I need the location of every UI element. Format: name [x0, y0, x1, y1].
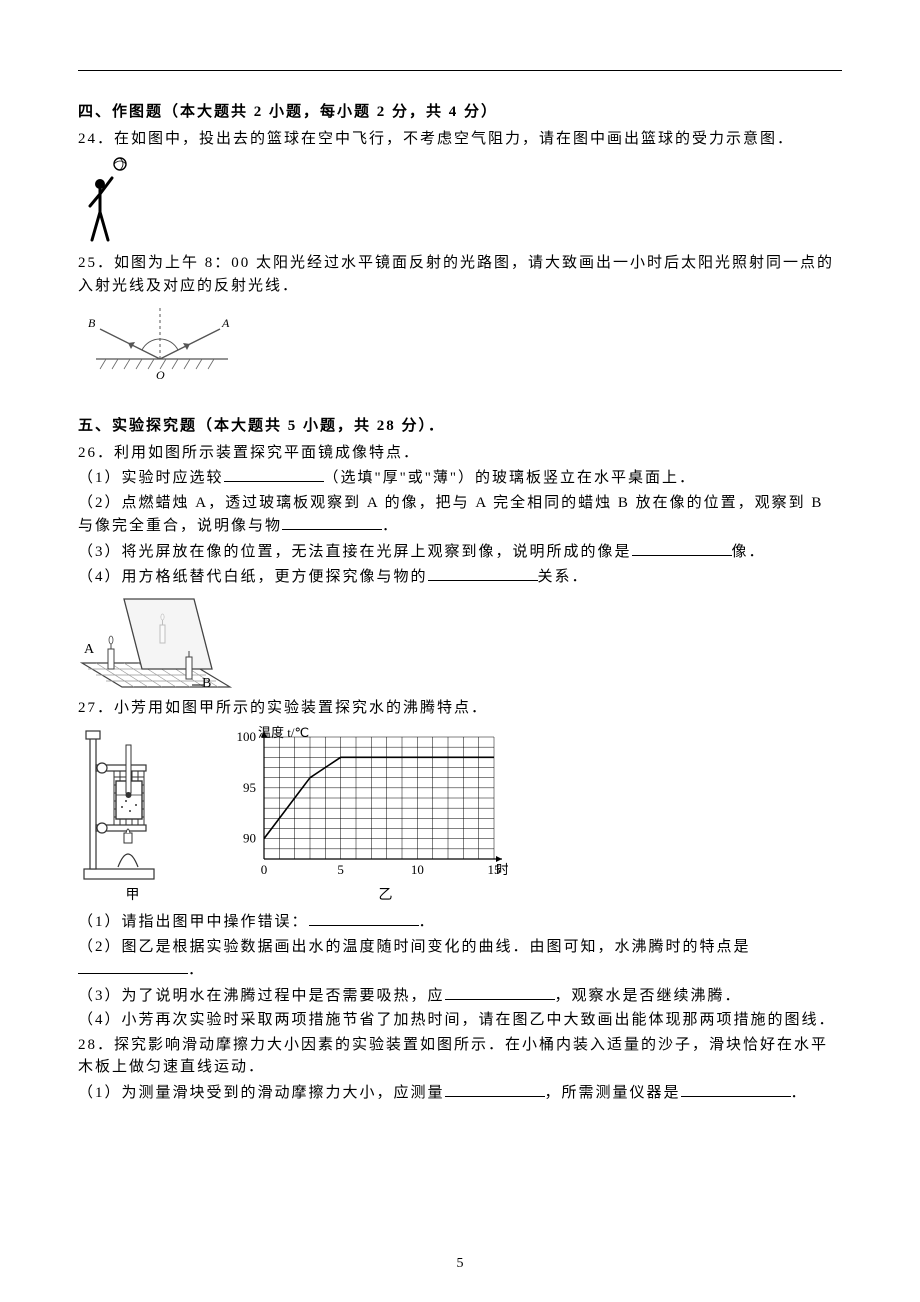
- q28-num: 28．: [78, 1037, 114, 1053]
- q27-p2a: （2）图乙是根据实验数据画出水的温度随时间变化的曲线．由图可知，水沸腾时的特点是: [78, 939, 751, 955]
- q27-intro-body: 小芳用如图甲所示的实验装置探究水的沸腾特点．: [114, 700, 488, 716]
- section4-heading: 四、作图题（本大题共 2 小题，每小题 2 分，共 4 分）: [78, 101, 842, 124]
- q27-p1a: （1）请指出图甲中操作错误：: [78, 914, 309, 930]
- svg-text:95: 95: [243, 780, 256, 795]
- q26-p3a: （3）将光屏放在像的位置，无法直接在光屏上观察到像，说明所成的像是: [78, 544, 632, 560]
- q26-p2a: （2）点燃蜡烛 A，透过玻璃板观察到 A 的像，把与 A 完全相同的蜡烛 B 放…: [78, 495, 823, 535]
- candle-image: [160, 614, 165, 643]
- q27-p2: （2）图乙是根据实验数据画出水的温度随时间变化的曲线．由图可知，水沸腾时的特点是…: [78, 936, 842, 982]
- q27-chart-wrap: 0510159095100温度 t/℃时间 t/min 乙: [208, 725, 508, 906]
- label-B: B: [202, 676, 211, 691]
- q26-intro-body: 利用如图所示装置探究平面镜成像特点．: [114, 445, 420, 461]
- q27-blank1: [309, 910, 419, 926]
- label-O: O: [156, 368, 165, 382]
- q26-p4: （4）用方格纸替代白纸，更方便探究像与物的 关系．: [78, 565, 842, 589]
- q26-blank1: [224, 466, 324, 482]
- boiling-apparatus-icon: [78, 725, 188, 885]
- svg-text:100: 100: [237, 729, 257, 744]
- q26-p1b: （选填"厚"或"薄"）的玻璃板竖立在水平桌面上．: [324, 470, 697, 486]
- q25-figure: A B O: [78, 301, 842, 391]
- basketball-throw-icon: [78, 154, 132, 248]
- page-number: 5: [0, 1253, 920, 1274]
- q27-blank2: [78, 958, 188, 974]
- q28-p1a: （1）为测量滑块受到的滑动摩擦力大小，应测量: [78, 1085, 445, 1101]
- q24-body: 在如图中，投出去的篮球在空中飞行，不考虑空气阻力，请在图中画出篮球的受力示意图．: [114, 131, 794, 147]
- q27-p2b: ．: [188, 962, 205, 978]
- q26-p4a: （4）用方格纸替代白纸，更方便探究像与物的: [78, 569, 428, 585]
- mirror-reflection-icon: A B O: [78, 301, 238, 391]
- svg-text:时间 t/min: 时间 t/min: [496, 862, 508, 877]
- q26-p1a: （1）实验时应选较: [78, 470, 224, 486]
- label-A: A: [84, 642, 95, 657]
- svg-text:10: 10: [411, 862, 424, 877]
- q28-p1: （1）为测量滑块受到的滑动摩擦力大小，应测量 ，所需测量仪器是 ．: [78, 1081, 842, 1105]
- top-divider: [78, 70, 842, 71]
- q24-figure: [78, 154, 842, 248]
- section5-heading: 五、实验探究题（本大题共 5 小题，共 28 分）．: [78, 415, 842, 438]
- q27-caption-jia: 甲: [78, 885, 188, 906]
- svg-text:5: 5: [337, 862, 344, 877]
- page-container: 四、作图题（本大题共 2 小题，每小题 2 分，共 4 分） 24．在如图中，投…: [0, 0, 920, 1302]
- q26-p4b: 关系．: [538, 569, 589, 585]
- q27-p1: （1）请指出图甲中操作错误： ．: [78, 910, 842, 934]
- q25-body: 如图为上午 8：00 太阳光经过水平镜面反射的光路图，请大致画出一小时后太阳光照…: [78, 255, 834, 294]
- q26-p3: （3）将光屏放在像的位置，无法直接在光屏上观察到像，说明所成的像是 像．: [78, 540, 842, 564]
- q25-num: 25．: [78, 255, 114, 271]
- label-B: B: [88, 316, 96, 330]
- q27-num: 27．: [78, 700, 114, 716]
- q27-p4: （4）小芳再次实验时采取两项措施节省了加热时间，请在图乙中大致画出能体现那两项措…: [78, 1009, 842, 1032]
- q26-p3b: 像．: [732, 544, 766, 560]
- q25-text: 25．如图为上午 8：00 太阳光经过水平镜面反射的光路图，请大致画出一小时后太…: [78, 252, 842, 297]
- q26-num: 26．: [78, 445, 114, 461]
- q27-p1b: ．: [419, 914, 436, 930]
- q28-blank1: [445, 1081, 545, 1097]
- q27-p3: （3）为了说明水在沸腾过程中是否需要吸热，应 ，观察水是否继续沸腾．: [78, 984, 842, 1008]
- q27-intro: 27．小芳用如图甲所示的实验装置探究水的沸腾特点．: [78, 697, 842, 720]
- q28-intro-body: 探究影响滑动摩擦力大小因素的实验装置如图所示．在小桶内装入适量的沙子，滑块恰好在…: [78, 1037, 828, 1076]
- svg-text:温度 t/℃: 温度 t/℃: [258, 725, 309, 740]
- plane-mirror-setup-icon: A B: [78, 593, 234, 693]
- q26-figure: A B: [78, 593, 842, 693]
- q28-p1b: ，所需测量仪器是: [545, 1085, 681, 1101]
- q28-blank2: [681, 1081, 791, 1097]
- q26-p2b: ．: [382, 518, 399, 534]
- q24-text: 24．在如图中，投出去的篮球在空中飞行，不考虑空气阻力，请在图中画出篮球的受力示…: [78, 128, 842, 151]
- q26-intro: 26．利用如图所示装置探究平面镜成像特点．: [78, 442, 842, 465]
- q27-p3b: ，观察水是否继续沸腾．: [555, 988, 742, 1004]
- label-A: A: [221, 316, 230, 330]
- q27-p3a: （3）为了说明水在沸腾过程中是否需要吸热，应: [78, 988, 445, 1004]
- q28-p1c: ．: [791, 1085, 808, 1101]
- q26-blank3: [632, 540, 732, 556]
- svg-text:0: 0: [261, 862, 268, 877]
- q27-apparatus: 甲: [78, 725, 188, 906]
- temperature-time-chart: 0510159095100温度 t/℃时间 t/min: [208, 725, 508, 885]
- candle-A: [108, 636, 114, 669]
- q26-blank2: [282, 514, 382, 530]
- q26-blank4: [428, 565, 538, 581]
- svg-text:90: 90: [243, 831, 256, 846]
- q27-figures: 甲 0510159095100温度 t/℃时间 t/min 乙: [78, 725, 842, 906]
- q28-intro: 28．探究影响滑动摩擦力大小因素的实验装置如图所示．在小桶内装入适量的沙子，滑块…: [78, 1034, 842, 1079]
- q24-num: 24．: [78, 131, 114, 147]
- q27-caption-yi: 乙: [264, 885, 508, 906]
- q26-p2: （2）点燃蜡烛 A，透过玻璃板观察到 A 的像，把与 A 完全相同的蜡烛 B 放…: [78, 492, 842, 538]
- q27-blank3: [445, 984, 555, 1000]
- q26-p1: （1）实验时应选较 （选填"厚"或"薄"）的玻璃板竖立在水平桌面上．: [78, 466, 842, 490]
